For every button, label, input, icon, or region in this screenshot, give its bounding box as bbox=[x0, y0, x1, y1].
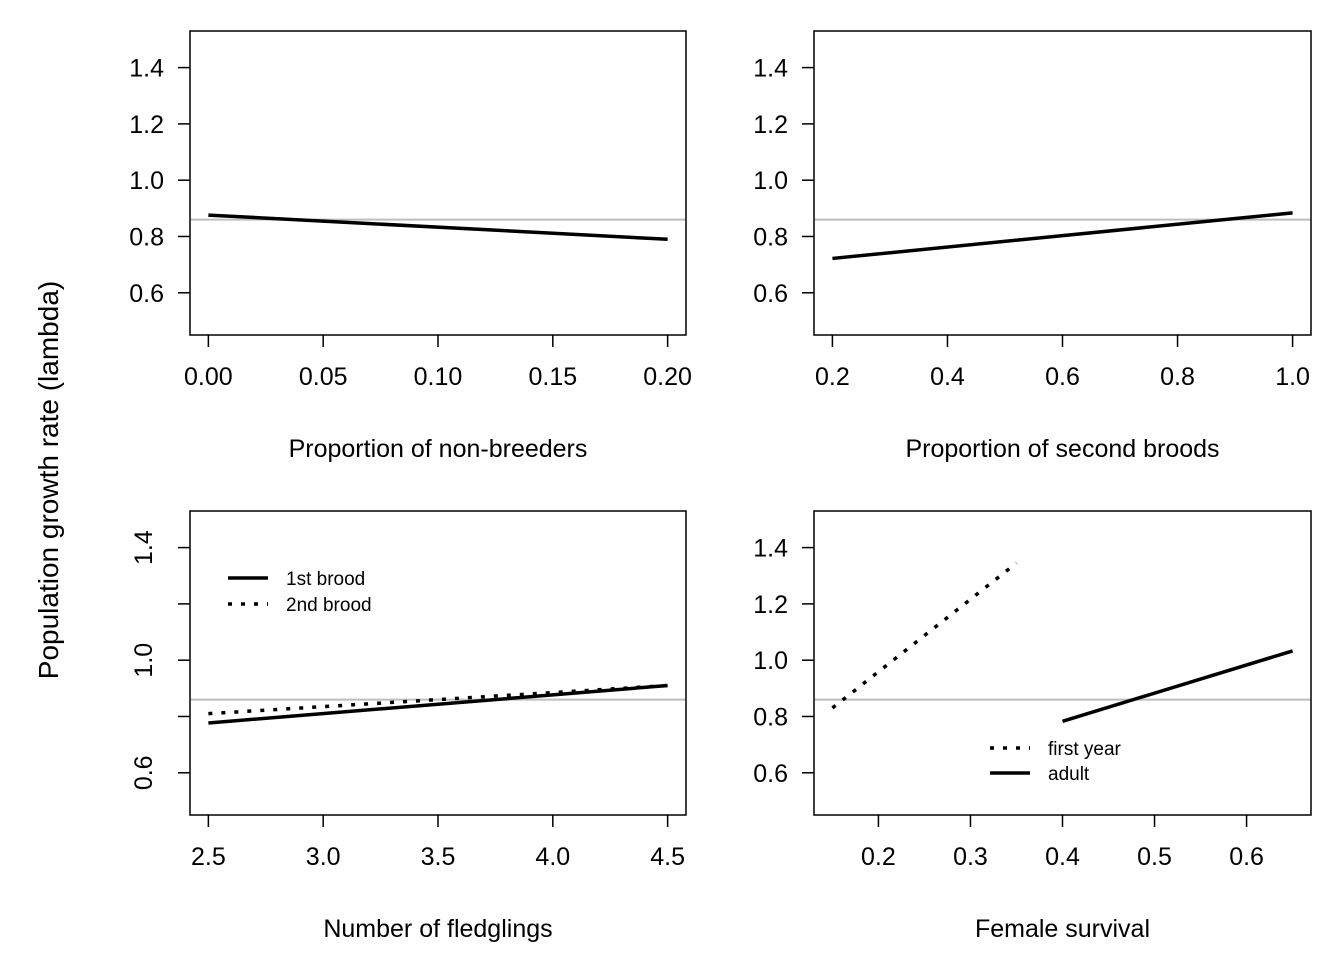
y-tick-label: 1.0 bbox=[129, 167, 164, 195]
x-tick-label: 0.6 bbox=[1229, 843, 1264, 871]
x-tick-label: 0.20 bbox=[643, 363, 692, 391]
x-axis-title: Number of fledglings bbox=[323, 915, 552, 943]
x-axis-title: Female survival bbox=[975, 915, 1150, 943]
legend-label: adult bbox=[1048, 764, 1090, 785]
x-tick-label: 0.00 bbox=[184, 363, 233, 391]
x-tick-label: 0.4 bbox=[930, 363, 965, 391]
legend-label: 2nd brood bbox=[286, 595, 372, 616]
panel-bottom-right: 0.2 0.3 0.4 0.5 0.6 0.6 0.8 1.0 1.2 1.4 Female sur… bbox=[753, 510, 1312, 943]
y-tick-label: 1.4 bbox=[130, 530, 158, 565]
plot-frame bbox=[189, 30, 687, 336]
y-tick-label: 0.6 bbox=[129, 280, 164, 308]
y-tick-label: 0.6 bbox=[753, 280, 788, 308]
y-tick-label: 0.8 bbox=[753, 223, 788, 251]
panel-top-left: 0.00 0.05 0.10 0.15 0.20 0.6 0.8 1.0 1.2 1.4 Propo… bbox=[129, 30, 692, 463]
series-line-1st-brood bbox=[208, 683, 668, 725]
y-tick-label: 1.0 bbox=[753, 167, 788, 195]
y-tick-label: 1.4 bbox=[753, 55, 788, 83]
series-line-first-year bbox=[831, 561, 1018, 710]
y-tick-label: 1.2 bbox=[129, 111, 164, 139]
y-tick-label: 1.2 bbox=[753, 591, 788, 619]
x-tick-label: 3.5 bbox=[421, 843, 456, 871]
y-tick-label: 1.0 bbox=[130, 643, 158, 678]
x-tick-label: 3.0 bbox=[306, 843, 341, 871]
legend: first year adult bbox=[990, 739, 1122, 785]
x-axis-title: Proportion of second broods bbox=[905, 435, 1219, 463]
y-tick-label: 0.8 bbox=[753, 703, 788, 731]
legend: 1st brood 2nd brood bbox=[228, 569, 372, 616]
x-tick-label: 0.3 bbox=[953, 843, 988, 871]
legend-label: first year bbox=[1048, 739, 1122, 760]
series-line-0 bbox=[208, 213, 668, 242]
series-line-0 bbox=[832, 211, 1293, 261]
y-tick-label: 1.4 bbox=[129, 55, 164, 83]
y-tick-label: 1.0 bbox=[753, 647, 788, 675]
y-tick-label: 1.2 bbox=[753, 111, 788, 139]
plot-frame bbox=[813, 30, 1312, 336]
x-tick-label: 0.05 bbox=[299, 363, 348, 391]
x-tick-label: 0.5 bbox=[1137, 843, 1172, 871]
y-tick-label: 1.4 bbox=[753, 535, 788, 563]
x-tick-label: 4.5 bbox=[650, 843, 685, 871]
plot-frame bbox=[189, 510, 687, 816]
x-tick-label: 0.6 bbox=[1045, 363, 1080, 391]
y-tick-label: 0.6 bbox=[130, 755, 158, 790]
x-tick-label: 0.4 bbox=[1045, 843, 1080, 871]
x-tick-label: 0.8 bbox=[1160, 363, 1195, 391]
x-tick-label: 0.15 bbox=[528, 363, 577, 391]
legend-label: 1st brood bbox=[286, 569, 365, 590]
x-tick-label: 4.0 bbox=[535, 843, 570, 871]
y-tick-label: 0.8 bbox=[129, 223, 164, 251]
x-tick-label: 1.0 bbox=[1275, 363, 1310, 391]
x-tick-label: 2.5 bbox=[191, 843, 226, 871]
x-tick-label: 0.2 bbox=[861, 843, 896, 871]
panel-top-right: 0.2 0.4 0.6 0.8 1.0 0.6 0.8 1.0 1.2 1.4 Proportion… bbox=[753, 30, 1312, 463]
x-axis-title: Proportion of non-breeders bbox=[289, 435, 588, 463]
y-tick-label: 0.6 bbox=[753, 760, 788, 788]
series-line-adult bbox=[1061, 649, 1294, 723]
y-axis-title: Population growth rate (lambda) bbox=[33, 281, 64, 679]
panel-bottom-left: 2.5 3.0 3.5 4.0 4.5 0.6 1.0 1.4 Number of fledgl… bbox=[130, 510, 687, 943]
x-tick-label: 0.2 bbox=[815, 363, 850, 391]
x-tick-label: 0.10 bbox=[414, 363, 463, 391]
